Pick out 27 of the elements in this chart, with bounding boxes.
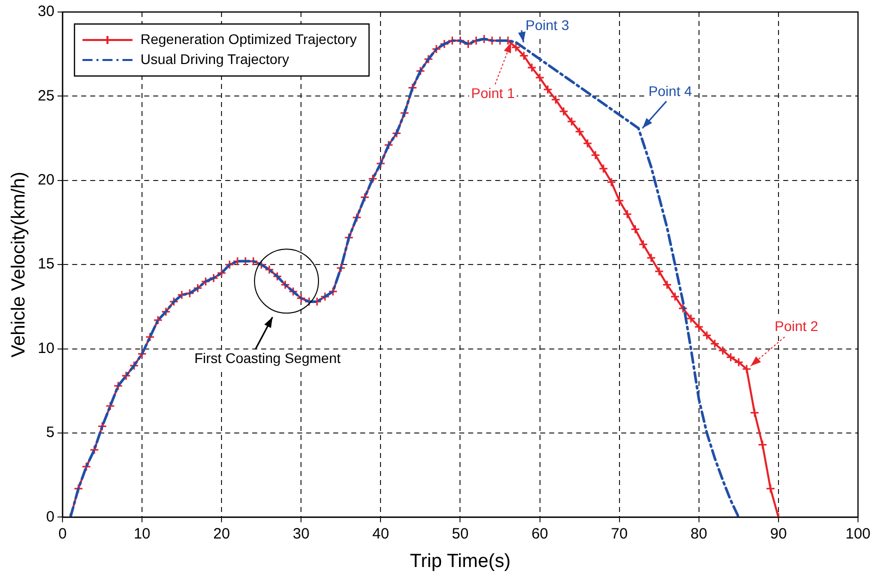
x-tick-label: 40 bbox=[372, 525, 390, 542]
annotation: Point 4 bbox=[648, 83, 692, 100]
x-tick-label: 50 bbox=[452, 525, 469, 542]
x-tick-label: 70 bbox=[611, 525, 628, 542]
x-tick-label: 80 bbox=[690, 525, 708, 542]
y-tick-label: 10 bbox=[38, 340, 54, 357]
x-axis-title: Trip Time(s) bbox=[410, 550, 511, 572]
x-tick-label: 60 bbox=[531, 525, 548, 542]
y-tick-label: 5 bbox=[46, 424, 54, 442]
legend-label: Regeneration Optimized Trajectory bbox=[140, 30, 357, 47]
y-tick-label: 25 bbox=[38, 87, 54, 104]
x-tick-label: 20 bbox=[213, 525, 230, 542]
y-tick-label: 30 bbox=[38, 3, 54, 20]
y-tick-label: 0 bbox=[46, 508, 54, 526]
y-tick-label: 15 bbox=[38, 256, 54, 273]
annotation: Point 3 bbox=[526, 17, 570, 34]
y-tick-label: 20 bbox=[38, 172, 54, 189]
y-axis-title: Vehicle Velocity(km/h) bbox=[8, 172, 30, 358]
x-tick-label: 0 bbox=[58, 525, 67, 542]
annotation: Point 1 bbox=[471, 85, 515, 102]
annotation: First Coasting Segment bbox=[194, 350, 341, 366]
x-tick-label: 100 bbox=[845, 525, 871, 542]
legend-label: Usual Driving Trajectory bbox=[140, 50, 290, 67]
x-tick-label: 90 bbox=[770, 525, 787, 542]
annotation: Point 2 bbox=[774, 318, 818, 334]
x-tick-label: 30 bbox=[292, 525, 310, 542]
x-tick-label: 10 bbox=[134, 525, 150, 542]
